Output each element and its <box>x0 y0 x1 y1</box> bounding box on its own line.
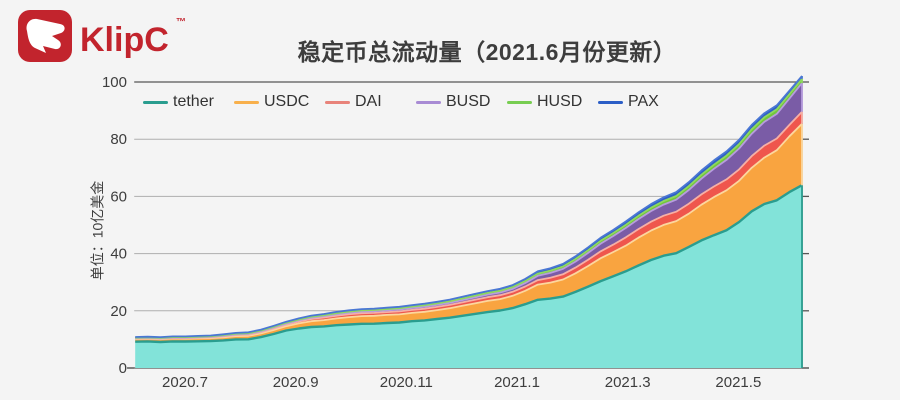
x-tick-label-2021.1: 2021.1 <box>494 374 540 391</box>
area-line-USDC <box>135 123 803 341</box>
page-title: 稳定币总流动量（2021.6月份更新） <box>297 39 677 65</box>
y-tick-label-80: 80 <box>110 131 127 148</box>
x-tick-label-2020.7: 2020.7 <box>162 374 208 391</box>
legend-item-tether[interactable]: tether <box>143 93 234 111</box>
legend-swatch-HUSD <box>507 100 532 104</box>
klipc-tm-mark: ™ <box>176 17 186 28</box>
legend-swatch-BUSD <box>416 100 441 104</box>
klipc-ribbon-icon <box>26 18 65 53</box>
legend-item-HUSD[interactable]: HUSD <box>507 93 598 111</box>
klipc-logo-icon <box>18 10 72 62</box>
y-tick-label-60: 60 <box>110 188 127 205</box>
legend-item-BUSD[interactable]: BUSD <box>416 93 507 111</box>
x-tick-label-2020.11: 2020.11 <box>380 374 433 391</box>
legend-label-DAI: DAI <box>355 93 382 110</box>
area-line-PAX <box>135 75 803 338</box>
area-line-tether <box>135 184 803 344</box>
legend-item-USDC[interactable]: USDC <box>234 93 325 111</box>
klipc-logo-text: KlipC <box>80 21 169 59</box>
x-tick-label-2020.9: 2020.9 <box>273 374 319 391</box>
legend-swatch-tether <box>143 100 168 104</box>
klipc-logo: KlipC ™ <box>18 7 218 65</box>
legend-label-tether: tether <box>173 93 214 110</box>
area-band-tether[interactable] <box>135 185 802 368</box>
legend-item-PAX[interactable]: PAX <box>598 93 659 111</box>
x-tick-label-2021.3: 2021.3 <box>605 374 651 391</box>
y-tick-label-100: 100 <box>102 74 127 91</box>
legend-swatch-DAI <box>325 100 350 104</box>
y-tick-label-20: 20 <box>110 303 127 320</box>
legend-swatch-USDC <box>234 100 259 104</box>
x-tick-label-2021.5: 2021.5 <box>715 374 761 391</box>
legend-label-BUSD: BUSD <box>446 93 491 110</box>
area-band-USDC[interactable] <box>135 123 802 342</box>
legend-label-USDC: USDC <box>264 93 310 110</box>
legend-swatch-PAX <box>598 100 623 104</box>
legend-label-PAX: PAX <box>628 93 659 110</box>
legend: tether USDC DAI BUSD HUSD PAX <box>143 92 659 112</box>
legend-item-DAI[interactable]: DAI <box>325 93 416 111</box>
y-tick-label-40: 40 <box>110 246 127 263</box>
y-tick-label-0: 0 <box>119 360 127 377</box>
legend-label-HUSD: HUSD <box>537 93 583 110</box>
area-band-BUSD[interactable] <box>135 83 802 339</box>
